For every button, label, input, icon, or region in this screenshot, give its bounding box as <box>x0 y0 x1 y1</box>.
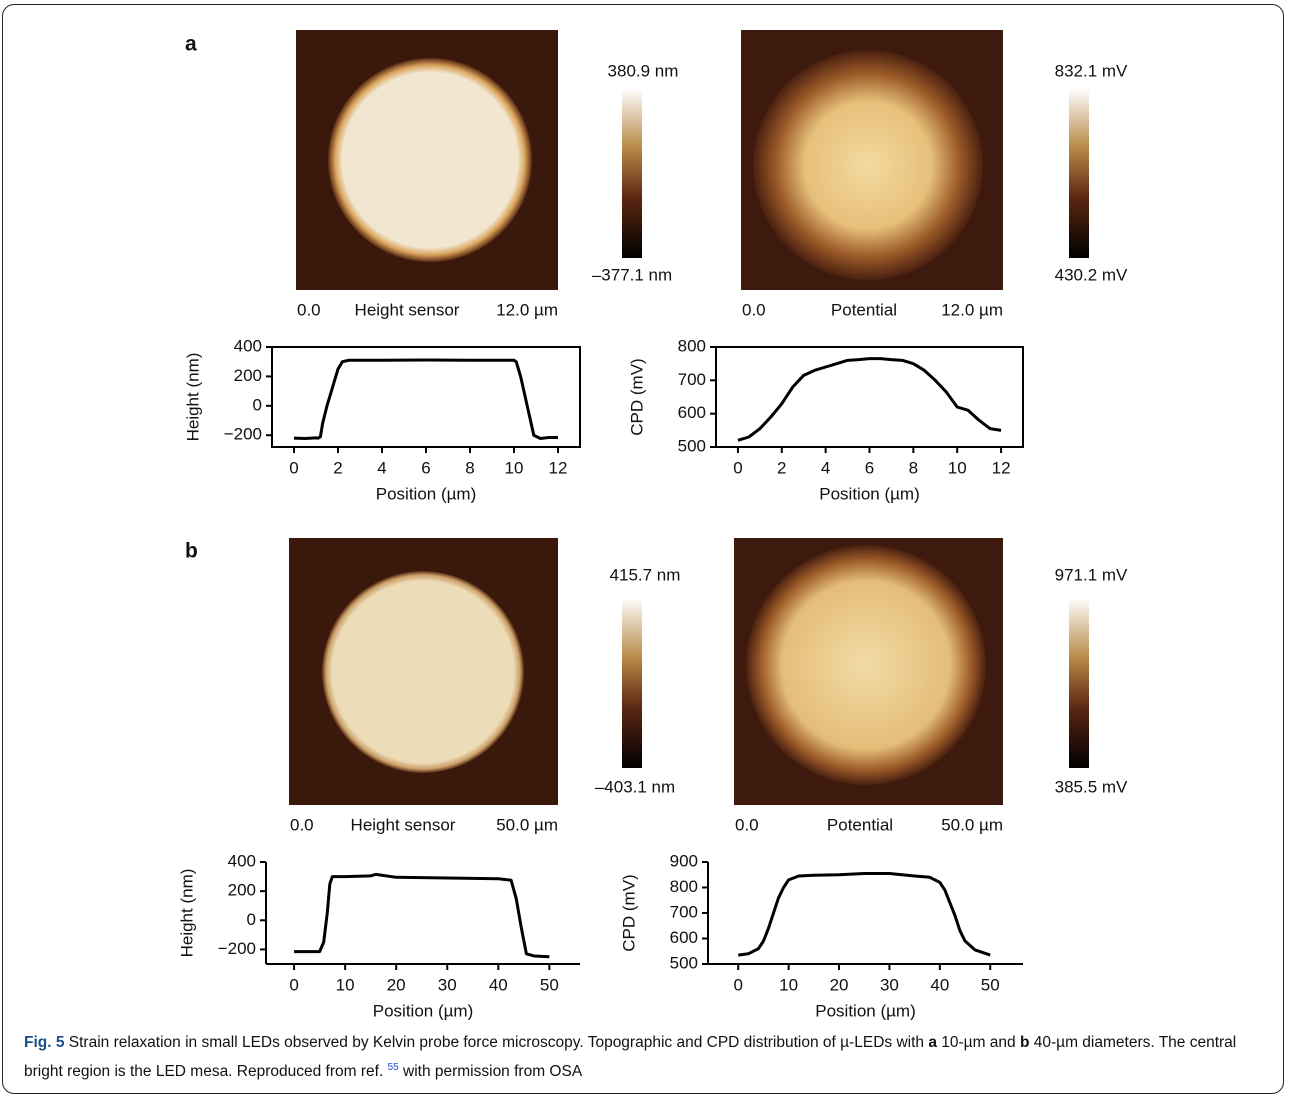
mesa <box>328 58 532 262</box>
mesa <box>322 571 524 773</box>
y-axis-label: Height (nm) <box>177 869 196 958</box>
x-tick-label: 50 <box>981 975 1000 994</box>
caption-text: 10-µm and <box>936 1034 1020 1051</box>
y-tick-label: 700 <box>670 902 698 921</box>
caption-label: Fig. 5 <box>24 1034 65 1051</box>
scale-end: 12.0 µm <box>496 300 558 319</box>
x-tick-label: 12 <box>992 458 1011 477</box>
x-tick-label: 0 <box>734 975 743 994</box>
caption-text: with permission from OSA <box>398 1063 583 1081</box>
y-tick-label: 500 <box>670 953 698 972</box>
data-line <box>293 358 558 440</box>
scale-start: 0.0 <box>297 300 321 319</box>
x-tick-label: 10 <box>779 975 798 994</box>
x-tick-label: 10 <box>336 975 355 994</box>
x-tick-label: 0 <box>733 458 742 477</box>
x-axis-label: Position (µm) <box>819 484 919 503</box>
colorbar <box>1069 88 1089 258</box>
caption-text: Strain relaxation in small LEDs observed… <box>64 1034 929 1051</box>
colorbar-min: –403.1 nm <box>595 777 675 796</box>
x-tick-label: 8 <box>909 458 918 477</box>
x-tick-label: 8 <box>465 458 474 477</box>
y-axis-label: CPD (mV) <box>619 874 638 951</box>
channel-label: Height sensor <box>351 815 456 834</box>
colorbar-max: 971.1 mV <box>1055 565 1128 584</box>
channel-label: Potential <box>827 815 893 834</box>
x-tick-label: 6 <box>865 458 874 477</box>
y-tick-label: 0 <box>253 395 262 414</box>
data-line <box>294 872 550 959</box>
data-line <box>737 357 1002 442</box>
y-tick-label: −200 <box>224 425 262 444</box>
scale-end: 50.0 µm <box>496 815 558 834</box>
caption-text: 40-µm diameters. The central bright regi… <box>24 1034 1237 1081</box>
x-tick-label: 2 <box>333 458 342 477</box>
mesa <box>753 50 983 280</box>
plot-frame <box>715 346 1024 448</box>
y-axis-label: CPD (mV) <box>627 358 646 435</box>
mesa <box>746 545 986 785</box>
x-tick-label: 0 <box>289 975 298 994</box>
x-axis-label: Position (µm) <box>376 484 476 503</box>
x-tick-label: 4 <box>377 458 386 477</box>
colorbar-max: 832.1 mV <box>1055 61 1128 80</box>
caption-text: a <box>928 1034 937 1051</box>
channel-label: Height sensor <box>355 300 460 319</box>
y-tick-label: 400 <box>228 851 256 870</box>
colorbar-min: 385.5 mV <box>1055 777 1128 796</box>
y-tick-label: 900 <box>670 851 698 870</box>
y-tick-label: 800 <box>670 877 698 896</box>
y-tick-label: 800 <box>678 336 706 355</box>
x-axis-label: Position (µm) <box>815 1001 915 1020</box>
panel-label: b <box>185 540 198 563</box>
colorbar-min: 430.2 mV <box>1055 265 1128 284</box>
x-tick-label: 30 <box>438 975 457 994</box>
colorbar <box>622 598 642 768</box>
x-axis-label: Position (µm) <box>373 1001 473 1020</box>
x-tick-label: 6 <box>421 458 430 477</box>
colorbar-min: –377.1 nm <box>592 265 672 284</box>
scale-start: 0.0 <box>742 300 766 319</box>
x-tick-label: 10 <box>505 458 524 477</box>
y-axis-label: Height (nm) <box>183 353 202 442</box>
x-tick-label: 0 <box>289 458 298 477</box>
x-tick-label: 2 <box>777 458 786 477</box>
caption-text: 55 <box>387 1062 399 1073</box>
channel-label: Potential <box>831 300 897 319</box>
y-tick-label: 600 <box>678 403 706 422</box>
caption: Fig. 5 Strain relaxation in small LEDs o… <box>24 1030 1264 1084</box>
data-line <box>738 871 991 957</box>
y-tick-label: 600 <box>670 928 698 947</box>
y-tick-label: 200 <box>228 881 256 900</box>
x-tick-label: 10 <box>948 458 967 477</box>
x-tick-label: 4 <box>821 458 830 477</box>
scale-start: 0.0 <box>290 815 314 834</box>
y-tick-label: 400 <box>234 336 262 355</box>
caption-text: b <box>1019 1034 1030 1051</box>
figure-frame <box>2 4 1284 1094</box>
colorbar <box>1069 598 1089 768</box>
y-tick-label: −200 <box>218 939 256 958</box>
y-tick-label: 0 <box>247 910 256 929</box>
scale-end: 50.0 µm <box>941 815 1003 834</box>
scale-start: 0.0 <box>735 815 759 834</box>
x-tick-label: 20 <box>387 975 406 994</box>
colorbar-max: 415.7 nm <box>610 565 681 584</box>
panel-label: a <box>185 33 197 56</box>
x-tick-label: 30 <box>880 975 899 994</box>
x-tick-label: 40 <box>489 975 508 994</box>
scale-end: 12.0 µm <box>941 300 1003 319</box>
y-tick-label: 200 <box>234 366 262 385</box>
x-tick-label: 12 <box>549 458 568 477</box>
x-tick-label: 20 <box>830 975 849 994</box>
x-tick-label: 40 <box>930 975 949 994</box>
colorbar <box>622 88 642 258</box>
y-tick-label: 700 <box>678 370 706 389</box>
x-tick-label: 50 <box>540 975 559 994</box>
y-tick-label: 500 <box>678 436 706 455</box>
colorbar-max: 380.9 nm <box>608 61 679 80</box>
